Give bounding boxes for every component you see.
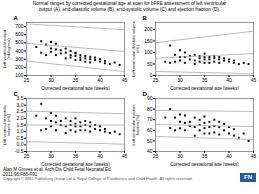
svg-text:45: 45	[122, 153, 128, 159]
svg-text:45: 45	[251, 77, 257, 83]
svg-text:1.0: 1.0	[17, 128, 24, 134]
svg-text:B: B	[143, 14, 148, 20]
svg-text:40: 40	[97, 153, 103, 159]
svg-text:1.5: 1.5	[17, 121, 24, 127]
svg-text:30: 30	[177, 153, 183, 159]
svg-text:30: 30	[177, 77, 183, 83]
svg-text:35: 35	[73, 77, 79, 83]
svg-text:25: 25	[24, 153, 30, 159]
svg-text:70: 70	[147, 116, 153, 122]
html-text:Alan M Groves et al. Arch Dis: Alan M Groves et al. Arch Dis Child Feta…	[3, 166, 111, 177]
svg-text:40: 40	[146, 147, 153, 154]
svg-text:600: 600	[15, 31, 24, 37]
svg-text:200: 200	[144, 26, 153, 32]
svg-text:D: D	[143, 90, 148, 96]
svg-text:0.5: 0.5	[17, 134, 24, 140]
svg-text:Left ventricular systolicvolum: Left ventricular systolicvolume (mL)	[2, 104, 11, 144]
svg-text:0.0: 0.0	[17, 141, 24, 147]
svg-text:Left ventricular ejectionfract: Left ventricular ejectionfraction (%)	[131, 104, 140, 145]
svg-text:C: C	[14, 90, 19, 96]
svg-text:50: 50	[147, 137, 153, 143]
svg-text:40: 40	[97, 77, 103, 83]
html-text:FN: FN	[244, 173, 252, 180]
svg-text:40: 40	[226, 153, 232, 159]
svg-text:500: 500	[15, 39, 24, 45]
svg-text:35: 35	[202, 153, 208, 159]
svg-text:35: 35	[73, 153, 79, 159]
svg-text:2.5: 2.5	[17, 108, 24, 114]
svg-text:60: 60	[147, 126, 153, 132]
html-text:Normal ranges by corrected ges: Normal ranges by corrected gestational a…	[32, 1, 227, 12]
svg-text:A: A	[14, 14, 19, 20]
svg-text:80: 80	[147, 105, 153, 111]
svg-text:25: 25	[24, 77, 30, 83]
svg-text:45: 45	[122, 77, 128, 83]
svg-text:3.5: 3.5	[16, 94, 24, 101]
svg-text:-0.5: -0.5	[15, 148, 24, 154]
svg-text:100: 100	[15, 72, 24, 78]
svg-text:0: 0	[149, 71, 153, 78]
svg-text:150: 150	[144, 37, 153, 43]
svg-text:45: 45	[251, 153, 257, 159]
svg-text:Corrected gestational age (wee: Corrected gestational age (weeks)	[41, 161, 110, 166]
svg-text:Left ventricular output(mL/kg/: Left ventricular output(mL/kg/min)	[2, 28, 11, 67]
svg-text:100: 100	[144, 49, 153, 55]
html-text:Copyright © BMJ Publishing Gro: Copyright © BMJ Publishing Group Ltd & R…	[3, 176, 193, 182]
svg-text:200: 200	[15, 63, 24, 69]
svg-text:400: 400	[15, 47, 24, 53]
svg-text:90: 90	[147, 95, 153, 101]
svg-text:700: 700	[15, 23, 24, 29]
svg-text:Left ventricular diastolic vol: Left ventricular diastolic volume(mL)	[131, 20, 140, 77]
svg-text:25: 25	[153, 77, 159, 83]
svg-text:40: 40	[226, 77, 232, 83]
svg-text:Corrected gestational age (wee: Corrected gestational age (weeks)	[170, 161, 239, 166]
svg-text:30: 30	[48, 77, 54, 83]
svg-text:35: 35	[202, 77, 208, 83]
svg-text:25: 25	[153, 153, 159, 159]
svg-text:3.0: 3.0	[17, 101, 24, 107]
svg-text:2.0: 2.0	[17, 114, 24, 120]
svg-text:30: 30	[48, 153, 54, 159]
svg-text:300: 300	[15, 55, 24, 61]
svg-text:50: 50	[147, 60, 153, 66]
